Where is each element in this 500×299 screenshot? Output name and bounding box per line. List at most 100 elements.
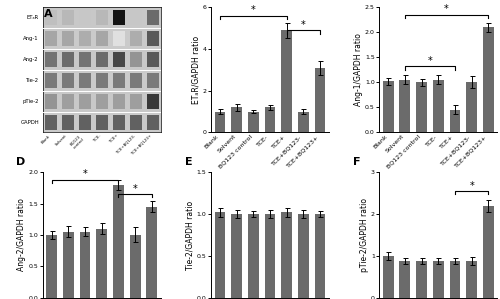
Bar xyxy=(231,107,242,132)
Bar xyxy=(433,80,444,132)
Bar xyxy=(113,31,124,46)
Bar xyxy=(62,52,74,67)
Text: D: D xyxy=(16,158,26,167)
Text: *: * xyxy=(82,169,87,179)
Bar xyxy=(62,10,74,25)
Bar xyxy=(147,115,158,129)
Text: Tie-2: Tie-2 xyxy=(26,78,39,83)
Bar xyxy=(147,10,158,25)
Bar xyxy=(113,115,124,129)
Text: E: E xyxy=(184,158,192,167)
Bar xyxy=(45,115,56,129)
Bar xyxy=(62,31,74,46)
Bar xyxy=(282,213,292,298)
Text: TCE+BQ123-: TCE+BQ123- xyxy=(115,134,136,154)
Bar xyxy=(383,256,394,298)
Bar xyxy=(63,232,74,298)
Bar xyxy=(130,10,141,25)
Bar xyxy=(96,229,107,298)
Text: ETₐR: ETₐR xyxy=(27,15,39,20)
Bar xyxy=(264,107,276,132)
Bar xyxy=(130,73,141,88)
Y-axis label: ETₐR/GAPDH ratio: ETₐR/GAPDH ratio xyxy=(192,36,200,104)
Bar xyxy=(466,261,477,298)
Bar xyxy=(483,28,494,132)
Bar xyxy=(298,112,309,132)
Bar xyxy=(45,52,56,67)
Bar xyxy=(264,214,276,298)
Text: TCE+: TCE+ xyxy=(108,134,118,144)
Text: *: * xyxy=(428,56,432,66)
Bar xyxy=(248,214,258,298)
Bar xyxy=(62,73,74,88)
Bar xyxy=(147,73,158,88)
Text: pTie-2: pTie-2 xyxy=(22,99,39,104)
Bar xyxy=(400,80,410,132)
Text: TCE+BQ123+: TCE+BQ123+ xyxy=(130,134,152,156)
Text: *: * xyxy=(470,181,474,191)
Text: A: A xyxy=(44,9,52,19)
Text: *: * xyxy=(251,5,256,15)
Bar xyxy=(113,73,124,88)
Bar xyxy=(113,94,124,109)
Bar xyxy=(248,112,258,132)
Bar xyxy=(96,115,108,129)
Bar xyxy=(79,94,90,109)
Bar xyxy=(46,235,57,298)
Bar xyxy=(42,91,161,112)
Bar xyxy=(214,112,226,132)
Bar xyxy=(62,94,74,109)
Bar xyxy=(96,10,108,25)
Bar xyxy=(450,261,460,298)
Bar xyxy=(147,52,158,67)
Text: *: * xyxy=(132,184,138,194)
Bar xyxy=(416,261,427,298)
Bar xyxy=(96,94,108,109)
Bar xyxy=(79,31,90,46)
Bar xyxy=(45,10,56,25)
Bar xyxy=(130,52,141,67)
Bar xyxy=(42,70,161,91)
Bar xyxy=(483,206,494,298)
Bar xyxy=(282,30,292,132)
Bar xyxy=(96,73,108,88)
Text: Blank: Blank xyxy=(40,134,51,144)
Text: Ang-1: Ang-1 xyxy=(24,36,39,41)
Bar xyxy=(147,94,158,109)
Bar xyxy=(231,214,242,298)
Bar xyxy=(79,73,90,88)
Bar xyxy=(45,94,56,109)
Bar xyxy=(416,83,427,132)
Bar xyxy=(62,115,74,129)
Bar xyxy=(130,31,141,46)
Bar xyxy=(42,28,161,49)
Text: GAPDH: GAPDH xyxy=(20,120,39,125)
Bar xyxy=(314,214,326,298)
Text: BQ123
control: BQ123 control xyxy=(69,134,85,150)
Text: Solvent: Solvent xyxy=(54,134,68,147)
Y-axis label: pTie-2/GAPDH ratio: pTie-2/GAPDH ratio xyxy=(360,198,369,272)
Bar xyxy=(214,213,226,298)
Bar xyxy=(113,52,124,67)
Y-axis label: Ang-1/GAPDH ratio: Ang-1/GAPDH ratio xyxy=(354,33,363,106)
Bar xyxy=(433,261,444,298)
Bar xyxy=(113,10,124,25)
Bar xyxy=(79,115,90,129)
Bar xyxy=(314,68,326,132)
Bar xyxy=(42,7,161,28)
Text: C: C xyxy=(353,0,361,2)
Bar xyxy=(147,31,158,46)
Bar xyxy=(96,52,108,67)
Bar xyxy=(450,110,460,132)
Bar xyxy=(80,232,90,298)
Text: Ang-2: Ang-2 xyxy=(24,57,39,62)
Bar xyxy=(45,31,56,46)
Bar xyxy=(79,10,90,25)
Bar xyxy=(146,207,157,298)
Bar xyxy=(96,31,108,46)
Y-axis label: Ang-2/GAPDH ratio: Ang-2/GAPDH ratio xyxy=(18,199,26,271)
Bar xyxy=(45,73,56,88)
Text: F: F xyxy=(353,158,360,167)
Bar xyxy=(130,235,140,298)
Bar xyxy=(466,83,477,132)
